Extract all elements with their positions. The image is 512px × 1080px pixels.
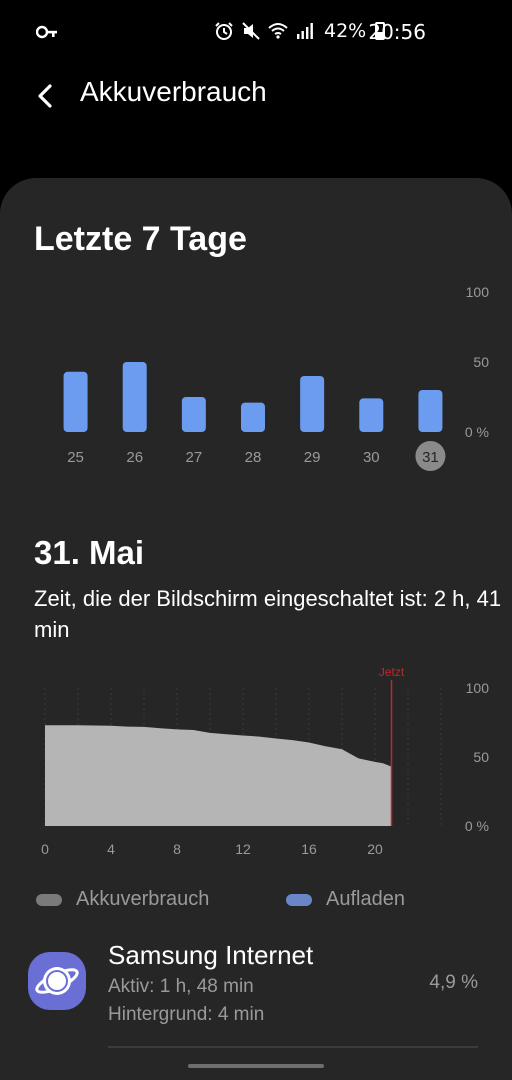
battery-card: Letzte 7 Tage 25 26 27 28 29 30 31 100 50 0 % 31… — [0, 178, 512, 1080]
app-background-time: Hintergrund: 4 min — [108, 1004, 265, 1025]
area-x-tick-label: 8 — [173, 841, 181, 857]
app-name: Samsung Internet — [108, 940, 314, 970]
bar-x-tick-label[interactable]: 29 — [304, 449, 321, 466]
bar-y-tick-label: 0 % — [465, 424, 489, 440]
status-icons: 42% — [214, 20, 386, 42]
battery-percent: 42% — [324, 20, 367, 42]
usage-swatch — [36, 893, 62, 906]
bar-25[interactable] — [63, 371, 88, 432]
bar-x-tick-label[interactable]: 27 — [186, 449, 203, 466]
battery-icon — [375, 22, 386, 40]
bar-28[interactable] — [241, 402, 265, 432]
charging-swatch — [286, 893, 312, 906]
area-x-tick-label: 16 — [301, 841, 317, 857]
bar-x-tick-label[interactable]: 28 — [245, 449, 262, 466]
legend-usage: Akkuverbrauch — [36, 888, 209, 911]
signal-icon — [297, 23, 313, 39]
bar-y-tick-label: 100 — [466, 284, 490, 300]
area-x-tick-label: 12 — [235, 841, 251, 857]
alarm-icon — [215, 22, 233, 40]
daily-usage-chart[interactable]: Jetzt 0 4 8 12 16 20 100 50 0 % — [0, 668, 512, 868]
area-x-tick-label: 20 — [367, 841, 383, 857]
page-title: Akkuverbrauch — [80, 76, 267, 107]
weekly-heading: Letzte 7 Tage — [34, 220, 247, 258]
bar-x-tick-label[interactable]: 30 — [363, 449, 380, 466]
now-label: Jetzt — [379, 668, 405, 679]
app-list-item[interactable]: Samsung Internet Aktiv: 1 h, 48 min Hint… — [0, 934, 512, 1044]
legend-charging-label: Aufladen — [326, 888, 405, 910]
mute-icon — [242, 22, 260, 40]
area-y-tick-label: 50 — [473, 749, 489, 765]
app-active-time: Aktiv: 1 h, 48 min — [108, 976, 254, 997]
chevron-left-icon[interactable] — [30, 78, 66, 114]
app-bar: Akkuverbrauch — [0, 64, 512, 128]
bar-30[interactable] — [359, 398, 384, 432]
area-x-tick-label: 0 — [41, 841, 49, 857]
clock: 20:56 — [368, 20, 426, 44]
bar-y-tick-label: 50 — [473, 354, 489, 370]
samsung-internet-icon — [28, 952, 86, 1010]
screen-time-text: Zeit, die der Bildschirm eingeschaltet i… — [34, 586, 502, 642]
area-x-tick-label: 4 — [107, 841, 115, 857]
selected-day-marker — [415, 441, 446, 471]
legend-usage-label: Akkuverbrauch — [76, 888, 210, 910]
bar-31[interactable] — [418, 390, 443, 432]
bar-27[interactable] — [181, 397, 206, 432]
area-y-tick-label: 100 — [466, 680, 490, 696]
area-y-tick-label: 0 % — [465, 818, 489, 834]
bar-x-tick-label[interactable]: 26 — [126, 449, 143, 466]
bar-x-tick-label[interactable]: 31 — [422, 449, 439, 466]
status-bar: 42% 20:56 — [0, 0, 512, 64]
legend-charging: Aufladen — [286, 888, 405, 911]
key-icon — [36, 25, 57, 39]
bar-29[interactable] — [300, 376, 325, 432]
list-divider — [108, 1046, 478, 1048]
wifi-icon — [268, 23, 288, 39]
day-heading: 31. Mai — [34, 534, 145, 571]
bar-x-tick-label[interactable]: 25 — [67, 449, 84, 466]
app-usage-percent: 4,9 % — [429, 972, 478, 993]
bar-26[interactable] — [122, 362, 147, 432]
battery-level-area — [45, 725, 392, 826]
weekly-bar-chart[interactable]: 25 26 27 28 29 30 31 100 50 0 % — [0, 274, 512, 474]
home-indicator[interactable] — [188, 1064, 324, 1068]
